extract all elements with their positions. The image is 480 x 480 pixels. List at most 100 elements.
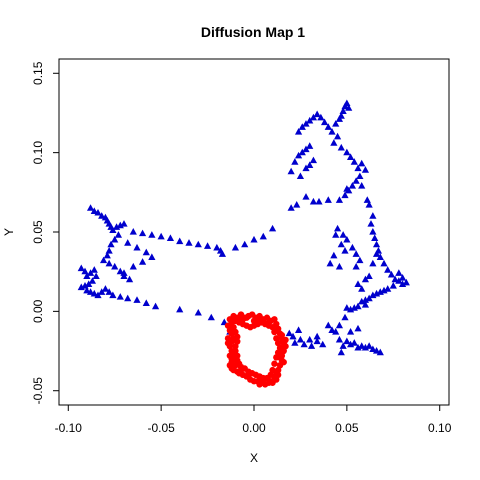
triangle-point [337,112,345,119]
triangle-point [98,288,106,295]
triangle-point [107,240,115,248]
triangle-point [213,243,221,251]
triangle-point [384,285,392,292]
triangle-point [306,116,314,124]
triangle-point [94,208,102,216]
triangle-point [332,120,340,127]
triangle-point [335,335,344,343]
triangle-point [291,158,299,165]
circle-point [237,366,245,374]
triangle-point [352,250,360,257]
triangle-point [138,229,147,237]
triangle-point [356,172,364,180]
circle-point [260,374,267,382]
triangle-point [398,274,407,281]
triangle-point [350,304,358,311]
triangle-point [287,204,295,211]
triangle-point [103,251,111,259]
triangle-point [339,231,347,238]
triangle-point [241,240,249,248]
triangle-point [345,104,353,111]
triangle-point [109,226,117,234]
triangle-point [369,228,377,235]
x-tick-label: 0.10 [428,421,452,435]
circle-point [278,331,286,339]
triangle-point [125,275,134,283]
triangle-point [330,251,338,259]
triangle-point [335,321,344,329]
triangle-point [309,197,318,205]
triangle-point [337,348,345,356]
triangle-point [90,289,98,297]
triangle-point [326,259,334,267]
triangle-point [372,240,381,248]
triangle-point [94,291,102,299]
triangle-point [101,285,110,292]
y-tick-label: -0.05 [31,377,45,405]
circle-point [239,316,247,323]
triangle-point [363,196,371,203]
triangle-point [298,123,306,130]
triangle-point [157,232,165,240]
x-tick-label: 0.00 [242,421,266,435]
triangle-point [341,191,349,199]
triangle-point [350,158,358,165]
triangle-point [324,321,332,329]
triangle-point [361,301,370,308]
triangle-point [77,283,85,291]
triangle-point [361,166,370,173]
chart-title: Diffusion Map 1 [201,24,305,40]
triangle-point [298,148,306,156]
triangle-point [291,339,299,346]
y-tick-label: 0.05 [31,220,45,244]
triangle-point [124,239,132,246]
triangle-point [120,220,128,227]
triangle-point [185,239,193,246]
triangle-point [124,294,132,302]
triangle-point [302,145,310,153]
triangle-point [302,164,310,172]
triangle-point [341,247,349,254]
triangle-point [98,212,106,219]
triangle-point [85,280,93,287]
triangle-point [376,288,384,295]
triangle-point [369,345,377,353]
triangle-point [376,253,384,260]
triangle-point [371,234,379,241]
y-tick-label: 0.15 [31,61,45,85]
triangle-point [313,110,321,118]
triangle-point [306,142,314,149]
triangle-point [176,305,184,313]
plot-frame [58,58,450,406]
triangle-point [367,220,375,227]
triangle-point [86,288,95,295]
y-axis: -0.05 0.00 0.05 0.10 0.15 [31,61,59,404]
triangle-point [380,259,388,267]
triangle-point [389,281,397,289]
triangle-point [337,240,345,248]
triangle-point [111,262,119,270]
triangle-point [324,123,332,130]
triangle-point [352,177,360,184]
triangle-point [361,296,370,303]
triangle-point [309,156,318,164]
triangle-point [330,139,338,146]
triangle-point [372,289,381,297]
triangle-point [92,272,100,280]
triangle-point [120,269,128,276]
triangle-point [317,113,325,121]
triangle-point [358,342,366,349]
triangle-point [296,172,305,180]
triangle-point [335,196,344,203]
triangle-point [216,247,225,254]
circle-point [282,336,289,344]
circle-point [271,360,278,367]
triangle-point [395,277,403,284]
x-axis: -0.10 -0.05 0.00 0.05 0.10 [55,405,452,435]
circle-point [256,381,263,388]
x-axis-label: X [250,451,258,465]
triangle-point [77,264,85,272]
triangle-point [384,266,392,273]
circle-point [271,328,278,336]
triangle-point [105,288,113,295]
